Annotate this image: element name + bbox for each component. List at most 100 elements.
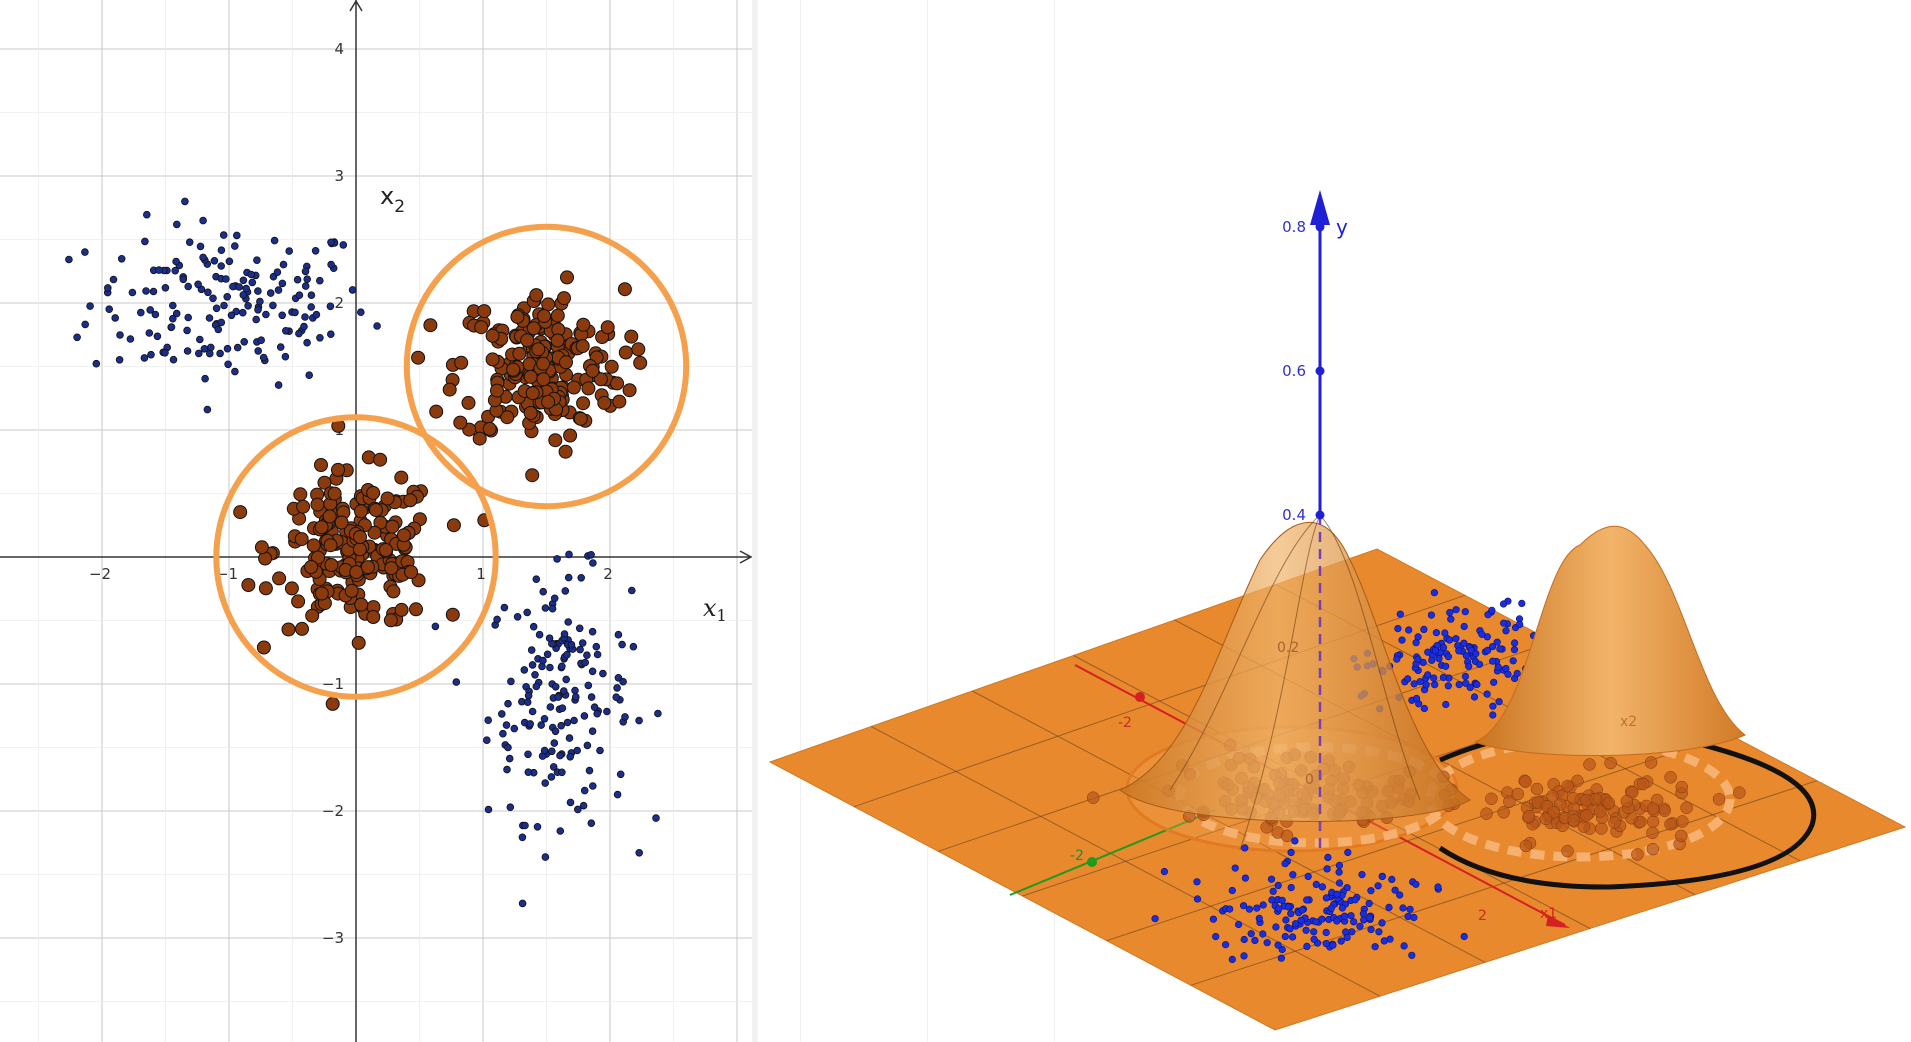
x1-tick-2: 2 — [1478, 908, 1487, 924]
data-point-blue — [227, 311, 236, 320]
data-point-blue-3d — [1241, 844, 1249, 852]
y-axis-3d-arrow — [1310, 190, 1330, 225]
data-point-blue — [580, 712, 589, 720]
data-point-blue — [301, 282, 310, 290]
data-point-blue — [558, 768, 566, 777]
data-point-brown — [624, 329, 639, 344]
data-point-blue-3d — [1472, 650, 1480, 658]
panel-divider — [752, 0, 758, 1042]
data-point-blue — [614, 630, 623, 639]
data-point-blue — [584, 681, 593, 690]
data-point-blue-3d — [1303, 942, 1311, 951]
data-point-blue — [635, 848, 643, 857]
data-point-blue — [252, 315, 261, 324]
data-point-blue — [484, 805, 493, 814]
data-point-blue-3d — [1470, 693, 1479, 701]
data-point-blue-3d — [1327, 904, 1335, 912]
data-point-blue-3d — [1343, 933, 1351, 942]
data-point-blue — [581, 658, 589, 667]
data-point-blue — [532, 575, 541, 583]
data-point-blue — [200, 344, 209, 353]
data-point-brown — [523, 406, 538, 420]
y-axis-3d-tick — [1315, 510, 1325, 520]
data-point-brown-3d — [1583, 758, 1596, 771]
data-point-blue — [209, 294, 217, 303]
data-point-brown — [317, 475, 332, 490]
data-point-blue-3d — [1420, 625, 1428, 634]
data-point-blue — [291, 308, 299, 317]
data-point-blue-3d — [1340, 912, 1349, 920]
data-point-brown — [324, 558, 339, 572]
data-point-blue-3d — [1287, 848, 1295, 857]
data-point-blue — [214, 325, 223, 334]
data-point-blue — [562, 675, 570, 684]
data-point-brown — [617, 282, 632, 297]
data-point-blue-3d — [1272, 923, 1280, 931]
data-point-blue-3d — [1318, 915, 1326, 923]
data-point-blue — [146, 306, 155, 314]
data-point-brown-3d — [1580, 809, 1593, 822]
x2-tick-label: −3 — [322, 929, 344, 947]
data-point-blue — [550, 739, 559, 747]
x1-tick-label: 1 — [476, 565, 486, 583]
data-point-blue-3d — [1375, 928, 1383, 936]
data-point-brown — [380, 491, 395, 506]
data-point-blue-3d — [1462, 652, 1470, 660]
data-point-brown — [550, 308, 565, 323]
data-point-blue-3d — [1460, 639, 1468, 647]
data-point-blue — [216, 349, 224, 358]
data-point-brown — [610, 376, 625, 391]
data-point-blue — [270, 236, 279, 245]
data-point-brown — [618, 345, 633, 360]
data-point-blue — [278, 279, 287, 288]
data-point-blue-3d — [1263, 939, 1271, 947]
data-point-brown-3d — [1631, 848, 1644, 861]
data-point-brown — [510, 309, 525, 324]
data-point-blue-3d — [1359, 910, 1367, 918]
data-point-blue — [204, 288, 212, 297]
data-point-blue — [541, 853, 550, 861]
data-point-blue — [540, 746, 549, 755]
x2-tick-label: 4 — [334, 40, 344, 58]
surface-panel-3d: 0.4 0.6 0.8 y 0.2 -2 2 0 -2 x1 x2 — [768, 190, 1907, 1031]
data-point-blue — [142, 287, 150, 295]
data-point-blue — [565, 734, 574, 742]
data-point-brown — [384, 561, 399, 576]
data-point-blue — [301, 267, 310, 276]
x2-tick-label: 3 — [334, 167, 344, 185]
data-point-brown — [310, 497, 325, 512]
data-point-blue-3d — [1231, 864, 1239, 872]
data-point-blue-3d — [1297, 916, 1305, 925]
data-point-blue-3d — [1489, 702, 1497, 710]
data-point-blue — [293, 275, 302, 284]
data-point-blue — [558, 662, 566, 671]
data-point-blue-3d — [1193, 878, 1201, 886]
data-point-blue-3d — [1253, 904, 1261, 912]
data-point-blue — [543, 650, 552, 659]
data-point-blue-3d — [1442, 700, 1450, 709]
data-point-blue — [588, 727, 597, 735]
data-point-blue — [225, 257, 234, 266]
data-point-blue — [652, 814, 660, 822]
data-point-blue-3d — [1475, 660, 1484, 668]
data-point-brown-3d — [1676, 815, 1689, 828]
data-point-blue — [571, 693, 580, 701]
data-point-blue-3d — [1304, 872, 1312, 881]
decision-circle — [213, 414, 499, 700]
data-point-blue — [558, 704, 567, 712]
data-point-blue — [593, 650, 602, 659]
data-point-blue — [231, 242, 239, 250]
data-point-brown — [305, 608, 320, 623]
data-point-blue — [452, 678, 461, 686]
y-axis-3d-tick-label: 0.4 — [1282, 506, 1306, 524]
data-point-blue — [169, 301, 177, 310]
grid-lines — [0, 0, 1055, 1042]
data-point-blue — [111, 314, 119, 322]
data-point-blue — [547, 773, 556, 781]
data-point-brown — [344, 583, 359, 598]
data-point-blue — [285, 247, 294, 255]
data-point-brown — [622, 383, 637, 398]
data-point-blue-3d — [1414, 633, 1422, 641]
y-axis-3d-label: y — [1336, 215, 1348, 239]
data-point-blue — [518, 899, 527, 908]
